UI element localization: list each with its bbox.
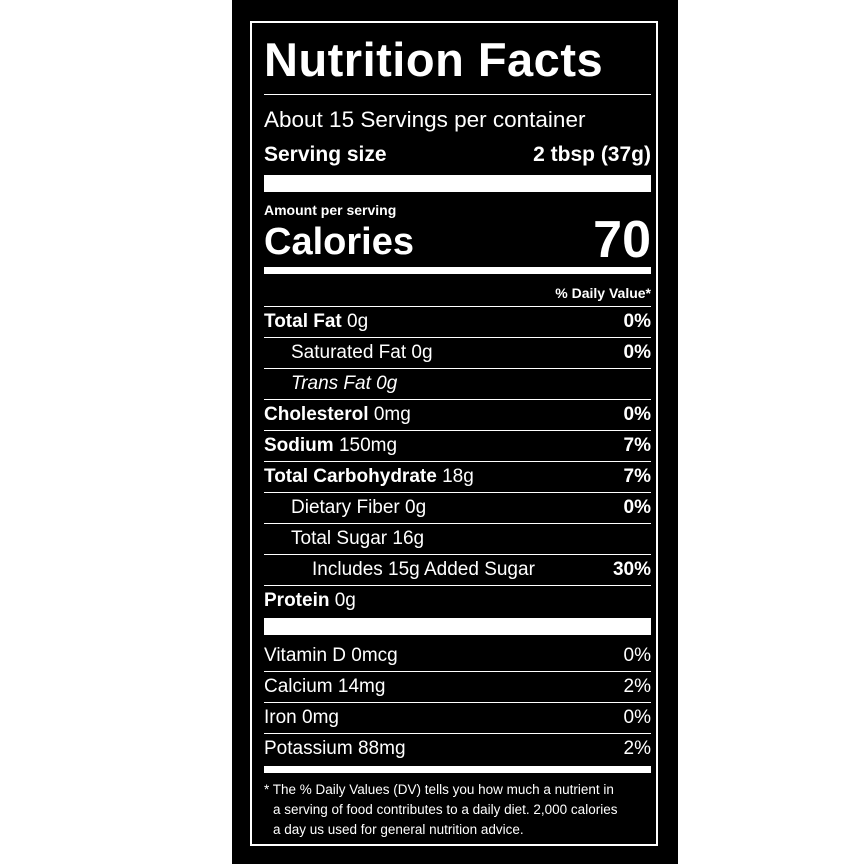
nutrient-row-saturated-fat: Saturated Fat 0g 0%: [264, 338, 651, 369]
footnote-line: a serving of food contributes to a daily…: [273, 802, 618, 817]
nutrient-row-added-sugar: Includes 15g Added Sugar 30%: [264, 555, 651, 586]
nutrient-amount: 0g: [334, 590, 356, 611]
footnote-line: a day us used for general nutrition advi…: [273, 822, 524, 837]
vitamin-name: Iron 0mg: [264, 707, 339, 728]
thick-divider: [264, 618, 651, 635]
calories-row: Calories 70: [264, 214, 651, 266]
vitamin-dv: 0%: [623, 707, 651, 728]
nutrient-row-trans-fat: Trans Fat 0g: [264, 369, 651, 400]
nutrient-name: Sodium: [264, 435, 334, 456]
divider: [264, 94, 651, 95]
medium-divider: [264, 267, 651, 274]
nutrient-dv: 0%: [623, 497, 651, 518]
nutrient-list: Total Fat 0g 0% Saturated Fat 0g 0% Tran…: [264, 307, 651, 616]
calories-value: 70: [593, 211, 651, 269]
nutrient-name: Trans Fat 0g: [291, 373, 398, 394]
daily-value-header: % Daily Value*: [555, 285, 651, 301]
nutrient-dv: 0%: [623, 342, 651, 363]
footnote: * The % Daily Values (DV) tells you how …: [264, 780, 651, 840]
nutrient-name: Dietary Fiber 0g: [291, 497, 427, 518]
vitamin-row-iron: Iron 0mg 0%: [264, 703, 651, 734]
nutrient-row-sodium: Sodium 150mg 7%: [264, 431, 651, 462]
nutrition-label-panel: [232, 0, 678, 864]
vitamin-name: Calcium 14mg: [264, 676, 386, 697]
nutrient-name: Total Sugar 16g: [291, 528, 425, 549]
nutrient-row-dietary-fiber: Dietary Fiber 0g 0%: [264, 493, 651, 524]
nutrient-name: Protein: [264, 590, 330, 611]
nutrient-row-total-sugar: Total Sugar 16g: [264, 524, 651, 555]
nutrient-amount: 0g: [347, 311, 369, 332]
label-border: [250, 21, 658, 846]
nutrient-name: Total Fat: [264, 311, 342, 332]
nutrient-amount: 18g: [442, 466, 474, 487]
vitamin-row-vitamin-d: Vitamin D 0mcg 0%: [264, 641, 651, 672]
medium-divider: [264, 766, 651, 773]
nutrient-row-protein: Protein 0g: [264, 586, 651, 616]
amount-per-serving: Amount per serving: [264, 202, 397, 218]
nutrient-name: Total Carbohydrate: [264, 466, 437, 487]
nutrient-name: Cholesterol: [264, 404, 369, 425]
serving-size-value: 2 tbsp (37g): [533, 143, 651, 166]
nutrient-dv: 7%: [623, 466, 651, 487]
divider: [264, 306, 651, 307]
vitamin-list: Vitamin D 0mcg 0% Calcium 14mg 2% Iron 0…: [264, 641, 651, 764]
nutrient-name: Saturated Fat 0g: [291, 342, 433, 363]
footnote-line: * The % Daily Values (DV) tells you how …: [264, 782, 614, 797]
nutrient-amount: 0mg: [373, 404, 411, 425]
nutrient-row-total-carbohydrate: Total Carbohydrate 18g 7%: [264, 462, 651, 493]
servings-per-container: About 15 Servings per container: [264, 107, 586, 132]
nutrient-dv: 0%: [623, 404, 651, 425]
vitamin-name: Potassium 88mg: [264, 738, 406, 759]
nutrient-name: Includes 15g Added Sugar: [312, 559, 535, 580]
thick-divider: [264, 175, 651, 192]
vitamin-name: Vitamin D 0mcg: [264, 645, 398, 666]
vitamin-row-calcium: Calcium 14mg 2%: [264, 672, 651, 703]
nutrient-dv: 0%: [623, 311, 651, 332]
serving-size-row: Serving size 2 tbsp (37g): [264, 142, 651, 168]
nutrient-row-cholesterol: Cholesterol 0mg 0%: [264, 400, 651, 431]
vitamin-dv: 2%: [623, 676, 651, 697]
serving-size-label: Serving size: [264, 143, 387, 166]
nutrient-amount: 150mg: [338, 435, 398, 456]
nutrient-dv: 30%: [612, 559, 651, 580]
vitamin-row-potassium: Potassium 88mg 2%: [264, 734, 651, 764]
calories-label: Calories: [264, 221, 414, 263]
label-title: Nutrition Facts: [264, 33, 604, 86]
nutrient-dv: 7%: [623, 435, 651, 456]
vitamin-dv: 2%: [623, 738, 651, 759]
vitamin-dv: 0%: [623, 645, 651, 666]
nutrient-row-total-fat: Total Fat 0g 0%: [264, 307, 651, 338]
